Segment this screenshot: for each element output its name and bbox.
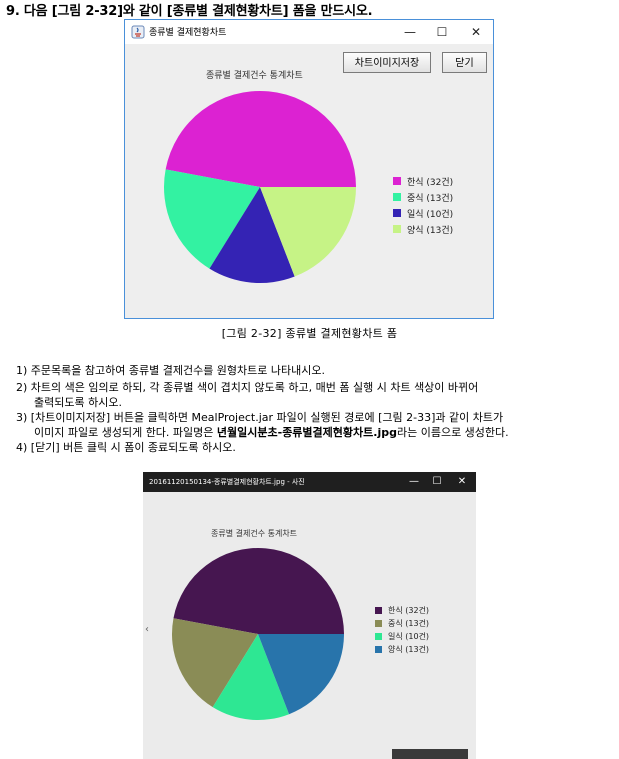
figure-caption: [그림 2-32] 종류별 결제현황차트 폼	[221, 327, 398, 340]
legend-item: 중식 (13건)	[393, 189, 453, 205]
previous-photo-icon[interactable]: ‹	[145, 624, 149, 635]
save-chart-image-button[interactable]: 차트이미지저장	[343, 52, 431, 73]
legend-swatch	[375, 620, 382, 627]
viewer-toolbar[interactable]	[392, 749, 468, 759]
legend-label: 한식 (32건)	[407, 177, 454, 188]
instruction-text: 이미지 파일로 생성되게 한다. 파일명은	[34, 426, 217, 439]
photo-viewer-window: 20161120150134-종류별결제현황차트.jpg - 사진 — ☐ ✕ …	[143, 472, 476, 759]
chart-legend: 한식 (32건) 중식 (13건) 일식 (10건) 양식 (13건)	[393, 173, 453, 237]
pie-slice	[258, 634, 344, 715]
legend-label: 중식 (13건)	[388, 619, 430, 628]
viewer-title: 20161120150134-종류별결제현황차트.jpg - 사진	[149, 478, 305, 486]
instruction-item: 1) 주문목록을 참고하여 종류별 결제건수를 원형차트로 나타내시오.	[16, 364, 326, 377]
instruction-item: 3) [차트이미지저장] 버튼을 클릭하면 MealProject.jar 파일…	[16, 411, 504, 424]
legend-label: 양식 (13건)	[407, 225, 454, 236]
pie-slice	[173, 548, 344, 634]
maximize-icon[interactable]: ☐	[436, 25, 448, 39]
legend-swatch	[375, 607, 382, 614]
java-app-icon	[131, 25, 145, 39]
legend-item: 한식 (32건)	[375, 604, 429, 617]
legend-swatch	[375, 633, 382, 640]
maximize-icon[interactable]: ☐	[432, 476, 442, 487]
chart-legend: 한식 (32건) 중식 (13건) 일식 (10건) 양식 (13건)	[375, 604, 429, 656]
legend-swatch	[375, 646, 382, 653]
viewer-titlebar: 20161120150134-종류별결제현황차트.jpg - 사진 — ☐ ✕	[143, 472, 476, 492]
legend-item: 일식 (10건)	[375, 630, 429, 643]
window-title: 종류별 결제현황차트	[149, 28, 227, 38]
pie-chart	[172, 548, 344, 720]
legend-label: 일식 (10건)	[388, 632, 430, 641]
instruction-text: 라는 이름으로 생성한다.	[396, 426, 509, 439]
legend-item: 양식 (13건)	[375, 643, 429, 656]
instruction-item: 이미지 파일로 생성되게 한다. 파일명은 년월일시분초-종류별결제현황차트.j…	[16, 425, 616, 440]
pie-slice	[164, 169, 260, 269]
minimize-icon[interactable]: —	[404, 25, 416, 39]
pie-chart	[164, 91, 356, 283]
legend-item: 중식 (13건)	[375, 617, 429, 630]
pie-slice	[209, 187, 295, 283]
close-button[interactable]: 닫기	[442, 52, 487, 73]
legend-swatch	[393, 209, 401, 217]
pie-slice	[260, 187, 356, 277]
legend-swatch	[393, 177, 401, 185]
instruction-list: 1) 주문목록을 참고하여 종류별 결제건수를 원형차트로 나타내시오. 2) …	[16, 363, 616, 455]
legend-swatch	[393, 193, 401, 201]
pie-slice	[165, 91, 356, 187]
close-icon[interactable]: ✕	[457, 476, 467, 487]
instruction-item: 4) [닫기] 버튼 클릭 시 폼이 종료되도록 하시오.	[16, 441, 236, 454]
chart-form-window: 종류별 결제현황차트 — ☐ ✕ 차트이미지저장 닫기 종류별 결제건수 통계차…	[124, 19, 494, 319]
window-titlebar: 종류별 결제현황차트 — ☐ ✕	[125, 20, 493, 44]
chart-title: 종류별 결제건수 통계차트	[211, 529, 298, 538]
filename-format: 년월일시분초-종류별결제현황차트.jpg	[216, 426, 397, 439]
legend-item: 한식 (32건)	[393, 173, 453, 189]
close-icon[interactable]: ✕	[470, 25, 482, 39]
instruction-item: 출력되도록 하시오.	[34, 396, 122, 409]
legend-label: 한식 (32건)	[388, 606, 430, 615]
question-heading: 9. 다음 [그림 2-32]와 같이 [종류별 결제현황차트] 폼을 만드시오…	[6, 4, 373, 19]
legend-item: 일식 (10건)	[393, 205, 453, 221]
instruction-item: 2) 차트의 색은 임의로 하되, 각 종류별 색이 겹치지 않도록 하고, 매…	[16, 381, 479, 394]
legend-item: 양식 (13건)	[393, 221, 453, 237]
chart-title: 종류별 결제건수 통계차트	[206, 71, 303, 81]
legend-label: 양식 (13건)	[388, 645, 430, 654]
pie-slice	[172, 618, 258, 708]
minimize-icon[interactable]: —	[409, 476, 419, 487]
legend-label: 중식 (13건)	[407, 193, 454, 204]
legend-swatch	[393, 225, 401, 233]
pie-slice	[212, 634, 290, 720]
legend-label: 일식 (10건)	[407, 209, 454, 220]
window-client-area: 차트이미지저장 닫기 종류별 결제건수 통계차트 한식 (32건) 중식 (13…	[125, 44, 493, 318]
